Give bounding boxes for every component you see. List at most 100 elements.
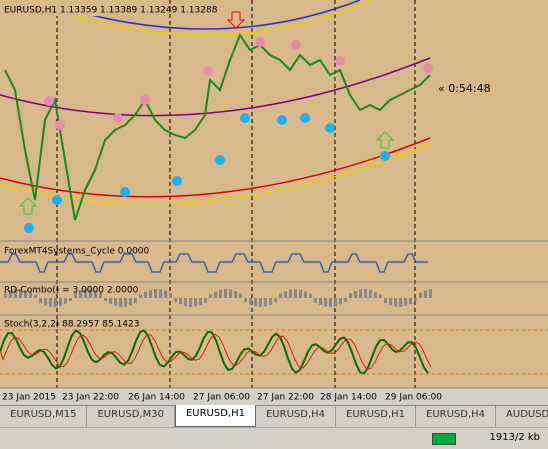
dot [52,195,62,205]
rd-bar [204,298,207,303]
tab[interactable]: EURUSD,H1 [336,406,417,427]
time-label: 28 Jan 14:00 [320,393,377,403]
rd-bar [79,290,82,298]
pane-borders [0,240,548,389]
rd-bar [209,294,212,298]
separators [56,0,416,388]
rd-bar [109,298,112,304]
indicator-label: ForexMT4Systems_Cycle 0.0000 [4,247,150,257]
rd-bar [74,292,77,298]
rd-bar [199,298,202,306]
rd-bar [289,289,292,298]
dot [240,113,250,123]
rd-bar [229,289,232,298]
dot [203,66,213,76]
rd-bar [24,290,27,298]
rd-bar [114,298,117,306]
rd-bar [19,289,22,298]
rd-bar [144,291,147,298]
rd-bar [419,292,422,298]
rd-bar [244,298,247,303]
rd-bar [429,289,432,298]
rd-bar [284,291,287,298]
rd-bar [299,289,302,298]
tab[interactable]: AUDUSD [496,406,548,427]
dot [380,151,390,161]
rd-bar [274,298,277,303]
rd-bar [99,292,102,298]
lower-band [0,137,431,198]
tab-active[interactable]: EURUSD,H1 [174,405,256,427]
header-bg [0,0,160,16]
rd-bar [279,293,282,298]
rd-bar [304,291,307,298]
cycle-line [0,253,428,273]
rd-bar [224,289,227,298]
rd-bar [174,298,177,302]
rd-bar [249,298,252,305]
indicator-label: Stoch(3,2,2) 88.2957 85.1423 [4,320,139,330]
rd-bar [329,298,332,307]
time-label: 23 Jan 2015 [2,393,56,403]
rd-bar [369,289,372,298]
rd-bar [219,289,222,298]
dot [335,56,345,66]
tab[interactable]: EURUSD,H4 [416,406,497,427]
time-axis-bg [0,389,548,405]
status-bar: 1913/2 kb [0,427,548,449]
sell-arrow [226,11,246,29]
dot [44,96,54,106]
rd-bar [169,292,172,298]
rd-bar [64,298,67,304]
rd-bar [149,290,152,298]
rd-bar [154,289,157,298]
pink-dots [44,37,433,130]
rd-bar [34,294,37,298]
dot [325,123,335,133]
rd-bar [39,298,42,304]
rd-bar [179,298,182,305]
rd-bar [359,289,362,298]
rd-bar [259,298,262,307]
dot [120,187,130,197]
time-label: 29 Jan 06:00 [385,393,442,403]
rd-bar [374,291,377,298]
dot [277,115,287,125]
dot [172,176,182,186]
time-label: 27 Jan 22:00 [257,393,314,403]
rd-bar [54,298,57,307]
rd-bar [404,298,407,306]
tab[interactable]: EURUSD,H4 [256,406,336,427]
chart-background [0,0,548,388]
rd-bar [59,298,62,306]
rd-bar [234,291,237,298]
rd-bar [319,298,322,305]
symbol-line: EURUSD,H1 1.13359 1.13389 1.13249 1.1328… [4,6,218,16]
rd-bar [69,298,72,302]
rd-bar [134,298,137,304]
dot [55,120,65,130]
tab[interactable]: EURUSD,M30 [87,406,175,427]
rd-bar [254,298,257,307]
rd-bar [409,298,412,304]
rd-bar [129,298,132,306]
rd-bar [354,290,357,298]
countdown: « 0:54:48 [438,82,491,95]
blue-dots [24,113,390,233]
buy-arrow [18,197,38,215]
rd-bar [364,289,367,298]
rd-bar [389,298,392,306]
rd-bar [239,293,242,298]
tab[interactable]: EURUSD,M15 [0,406,88,427]
rd-bar [414,298,417,302]
rd-bar [189,298,192,307]
rd-bar [394,298,397,307]
rd-bar [124,298,127,307]
rd-bar [104,298,107,302]
rd-bar [309,293,312,298]
dot [423,63,433,73]
time-label: 26 Jan 14:00 [128,393,185,403]
rd-bar [339,298,342,305]
rd-bar [294,289,297,298]
rd-bar [264,298,267,307]
